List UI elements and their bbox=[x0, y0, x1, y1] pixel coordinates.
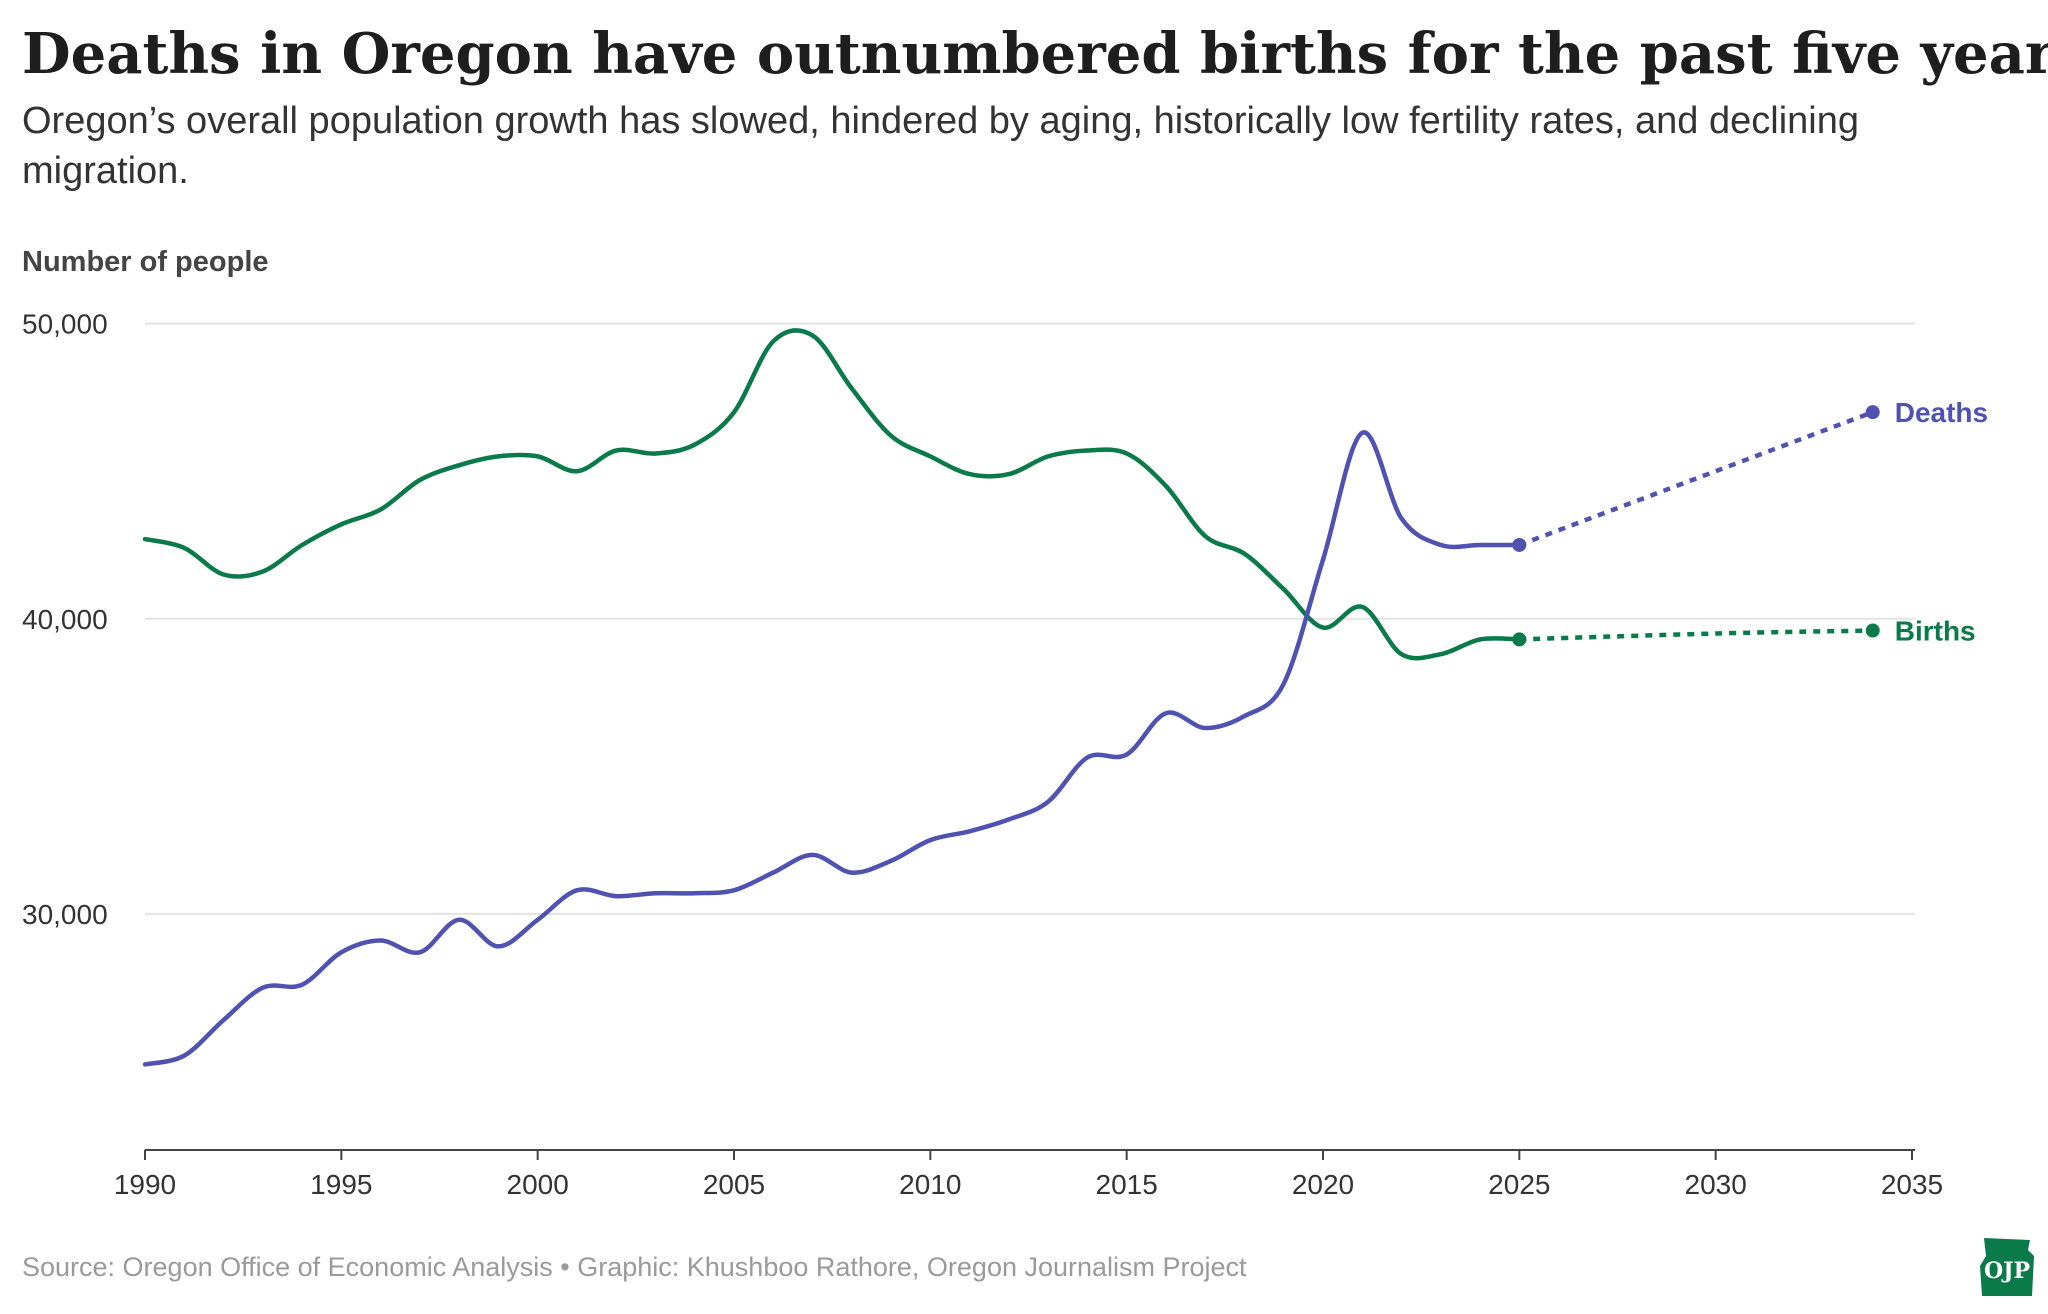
deaths-series-label: Deaths bbox=[1895, 397, 1988, 428]
x-tick-label: 1990 bbox=[114, 1169, 176, 1200]
deaths-2025-point bbox=[1512, 537, 1527, 552]
births-series-label: Births bbox=[1895, 616, 1976, 647]
x-tick-label: 2010 bbox=[899, 1169, 961, 1200]
x-tick-label: 2005 bbox=[703, 1169, 765, 1200]
births-line bbox=[142, 328, 1522, 661]
chart-title: Deaths in Oregon have outnumbered births… bbox=[22, 21, 2048, 87]
y-tick-label: 40,000 bbox=[22, 604, 108, 635]
deaths-forecast-line bbox=[1518, 410, 1874, 548]
x-tick-label: 2015 bbox=[1096, 1169, 1158, 1200]
y-tick-label: 50,000 bbox=[22, 309, 108, 340]
series-labels: Births Deaths bbox=[1895, 397, 1988, 646]
x-tick-label: 2000 bbox=[507, 1169, 569, 1200]
x-tick-label: 2035 bbox=[1881, 1169, 1943, 1200]
logo-text: OJP bbox=[1984, 1258, 2030, 1284]
deaths-end-point bbox=[1865, 405, 1880, 420]
ojp-logo: OJP bbox=[1980, 1238, 2034, 1296]
source-credit: Source: Oregon Office of Economic Analys… bbox=[22, 1252, 1247, 1282]
series-lines bbox=[142, 328, 1880, 1067]
births-forecast-line bbox=[1519, 628, 1873, 642]
oregon-shape-icon bbox=[1980, 1238, 2034, 1296]
gridlines bbox=[145, 322, 1915, 915]
births-end-point bbox=[1865, 623, 1880, 638]
y-axis-label: Number of people bbox=[22, 246, 269, 278]
x-tick-label: 2025 bbox=[1488, 1169, 1550, 1200]
chart-subtitle: Oregon’s overall population growth has s… bbox=[22, 100, 1859, 192]
x-axis: 1990 1995 2000 2005 2010 2015 2020 2025 2030 2035 bbox=[114, 1149, 1943, 1200]
deaths-line bbox=[142, 430, 1522, 1067]
births-2025-point bbox=[1512, 632, 1527, 647]
x-tick-label: 1995 bbox=[310, 1169, 372, 1200]
line-chart: 30,000 40,000 50,000 1990 1995 2000 2005 2010 2… bbox=[22, 309, 1988, 1200]
x-tick-label: 2030 bbox=[1685, 1169, 1747, 1200]
y-axis-ticks: 30,000 40,000 50,000 bbox=[22, 309, 108, 930]
y-tick-label: 30,000 bbox=[22, 899, 108, 930]
x-tick-label: 2020 bbox=[1292, 1169, 1354, 1200]
